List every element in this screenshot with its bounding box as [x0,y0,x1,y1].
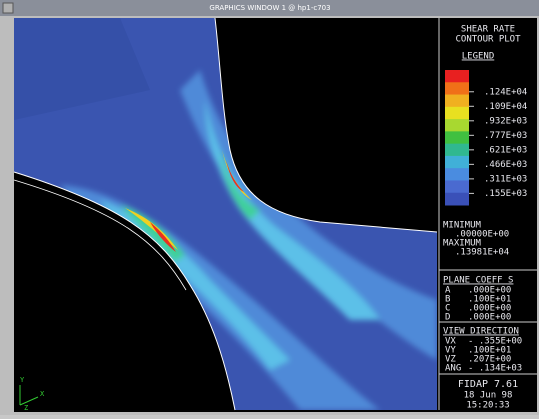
legend-swatch [445,70,469,83]
plane-heading: PLANE COEFF S [443,276,513,286]
legend-label: .109E+04 [484,102,527,112]
row-value: .000E+00 [468,313,511,323]
panel-title: SHEAR RATE [461,25,515,35]
panel-title: CONTOUR PLOT [455,35,521,45]
legend-swatch [445,193,469,206]
maximum-value: .13981E+04 [455,248,509,258]
date: 18 Jun 98 [464,391,513,401]
view-heading: VIEW DIRECTION [443,327,519,337]
program: FIDAP 7.61 [458,379,518,390]
legend-label: .311E+03 [484,174,527,184]
legend-swatch [445,82,469,95]
legend-swatch [445,107,469,120]
legend-swatch [445,119,469,132]
legend-heading: LEGEND [462,52,495,62]
legend-label: .932E+03 [484,116,527,126]
time: 15:20:33 [466,401,509,411]
row-key: D [445,313,450,323]
window-title: GRAPHICS WINDOW 1 @ hp1-c703 [209,4,330,12]
row-value: - .134E+03 [468,364,522,374]
legend-swatch [445,144,469,157]
legend-swatch [445,156,469,169]
legend-swatch [445,180,469,193]
row-key: ANG [445,364,461,374]
graphics-window: GRAPHICS WINDOW 1 @ hp1-c703 Y X Z SHEAR… [0,0,539,415]
legend-label: .777E+03 [484,131,527,141]
legend-swatch [445,168,469,181]
legend-swatch [445,95,469,108]
legend-label: .466E+03 [484,160,527,170]
legend-label: .155E+03 [484,189,527,199]
legend-label: .621E+03 [484,145,527,155]
axis-label: Z [24,404,28,412]
window-menu-button[interactable] [3,3,13,13]
legend-label: .124E+04 [484,87,527,97]
legend-swatch [445,131,469,144]
